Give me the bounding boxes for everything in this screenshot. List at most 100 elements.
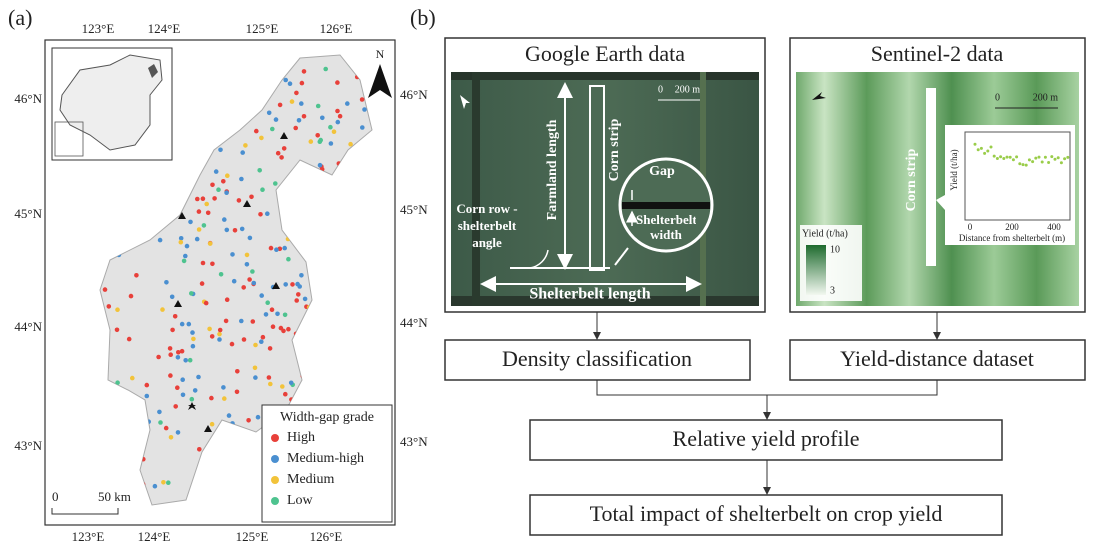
site-point: [280, 384, 285, 389]
annotation: Corn row - shelterbelt angle: [452, 200, 522, 251]
annotation: Corn strip: [904, 148, 919, 211]
inset-point: [974, 143, 977, 146]
site-point: [221, 179, 226, 184]
site-point: [210, 334, 215, 339]
site-point: [145, 394, 150, 399]
annotation: Corn strip: [607, 118, 622, 181]
scale-zero: 0: [995, 92, 1000, 103]
inset-point: [1018, 162, 1021, 165]
site-point: [235, 390, 240, 395]
site-point: [283, 78, 288, 83]
site-point: [283, 282, 288, 287]
site-point: [269, 246, 274, 251]
site-point: [225, 297, 230, 302]
site-point: [283, 313, 288, 318]
site-point: [173, 404, 178, 409]
inset-point: [1054, 158, 1057, 161]
scale-distance: 200 m: [1033, 92, 1059, 103]
scale-distance: 50 km: [98, 489, 131, 504]
inset-point: [1066, 156, 1069, 159]
site-point: [290, 282, 295, 287]
site-point: [210, 183, 215, 188]
inset-point: [999, 155, 1002, 158]
site-point: [241, 285, 246, 290]
site-point: [189, 291, 194, 296]
site-point: [273, 181, 278, 186]
site-point: [309, 139, 314, 144]
workflow-panel: (b) Google Earth data 0 200 m Farm: [410, 5, 1085, 535]
site-point: [294, 298, 299, 303]
site-point: [225, 228, 230, 233]
inset-point: [980, 147, 983, 150]
site-point: [251, 319, 256, 324]
site-point: [302, 69, 307, 74]
site-point: [289, 381, 294, 386]
site-point: [328, 125, 333, 130]
site-point: [222, 396, 227, 401]
site-point: [290, 99, 295, 104]
site-point: [175, 385, 180, 390]
site-point: [202, 223, 207, 228]
inset-point: [1012, 158, 1015, 161]
site-point: [164, 280, 169, 285]
site-point: [332, 129, 337, 134]
site-point: [103, 287, 108, 292]
panel-label: (b): [410, 5, 436, 30]
inset-point: [1002, 157, 1005, 160]
site-point: [336, 120, 341, 125]
site-point: [134, 273, 139, 278]
inset-point: [1063, 157, 1066, 160]
site-point: [318, 139, 323, 144]
site-point: [237, 198, 242, 203]
lat-label: 46°N: [400, 87, 428, 102]
site-point: [227, 413, 232, 418]
site-point: [187, 322, 192, 327]
site-point: [318, 163, 323, 168]
lat-label: 46°N: [14, 91, 42, 106]
box-title: Sentinel-2 data: [871, 41, 1004, 66]
scale-distance: 200 m: [675, 84, 701, 95]
site-point: [129, 294, 134, 299]
site-point: [245, 262, 250, 267]
site-point: [188, 358, 193, 363]
legend-swatch: [271, 476, 279, 484]
annotation-wrap: Shelterbelt width: [636, 212, 696, 252]
site-point: [247, 277, 252, 282]
sentinel-image: 0 200 m Corn strip Yield (t/ha) 10 3 Yie…: [796, 72, 1079, 306]
site-point: [316, 104, 321, 109]
site-point: [158, 420, 163, 425]
site-point: [270, 127, 275, 132]
site-point: [173, 314, 178, 319]
legend-label: Low: [287, 493, 314, 508]
site-point: [315, 133, 320, 138]
site-point: [225, 173, 230, 178]
site-point: [179, 240, 184, 245]
site-point: [176, 430, 181, 435]
site-point: [286, 327, 291, 332]
site-point: [283, 392, 288, 397]
legend-label: High: [287, 430, 315, 445]
site-point: [180, 377, 185, 382]
site-point: [246, 418, 251, 423]
site-point: [240, 150, 245, 155]
site-point: [207, 327, 212, 332]
lon-label: 126°E: [320, 21, 353, 36]
site-point: [267, 111, 272, 116]
site-point: [299, 273, 304, 278]
site-point: [297, 118, 302, 123]
site-point: [271, 324, 276, 329]
annotation: Gap: [649, 164, 675, 179]
annotation: Farmland length: [545, 119, 560, 220]
site-point: [222, 217, 227, 222]
lon-label: 125°E: [246, 21, 279, 36]
site-point: [233, 228, 238, 233]
site-point: [279, 326, 284, 331]
site-point: [218, 148, 223, 153]
site-point: [293, 126, 298, 131]
lat-label: 45°N: [400, 202, 428, 217]
site-point: [265, 300, 270, 305]
lon-label: 126°E: [310, 529, 343, 544]
lat-label: 43°N: [400, 434, 428, 449]
site-point: [170, 295, 175, 300]
box-title: Google Earth data: [525, 41, 685, 66]
